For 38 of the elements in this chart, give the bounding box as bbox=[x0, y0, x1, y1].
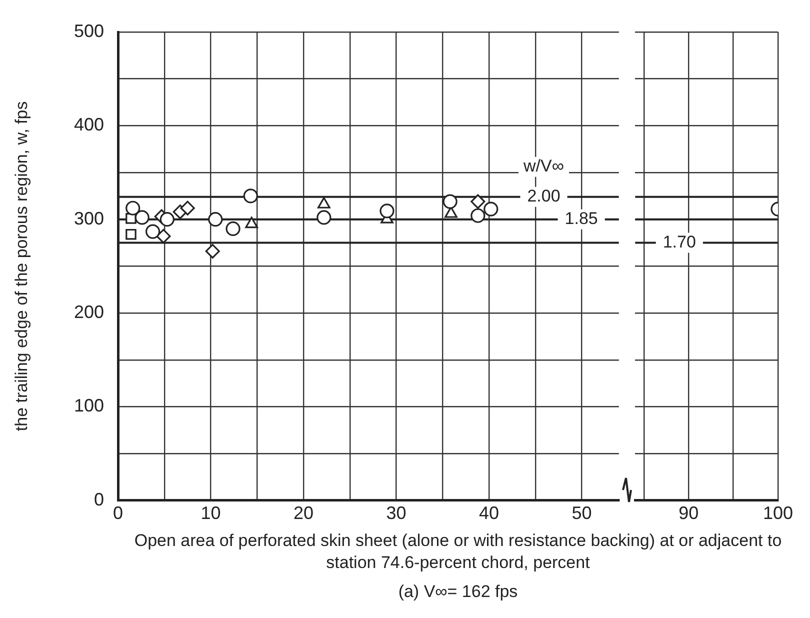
point bbox=[180, 200, 195, 216]
annotation: w/V∞ bbox=[522, 156, 564, 176]
y-tick-label: 0 bbox=[94, 489, 104, 510]
series-label: 1.70 bbox=[662, 232, 696, 252]
x-tick-label: 100 bbox=[762, 503, 794, 524]
point bbox=[316, 210, 332, 225]
y-axis-title: the trailing edge of the porous region, w, fps bbox=[12, 101, 31, 432]
series-label: 2.00 bbox=[527, 186, 560, 206]
point bbox=[226, 221, 240, 236]
point bbox=[156, 228, 171, 244]
point bbox=[126, 200, 140, 216]
y-tick-label: 100 bbox=[74, 396, 104, 416]
x-tick-label: 20 bbox=[294, 503, 314, 524]
x-axis-title: Open area of perforated skin sheet (alone or with resistance backing) at or adjacent to station 74.6-percent chord, percent bbox=[133, 530, 783, 574]
x-tick-label: 50 bbox=[572, 503, 592, 524]
x-tick-label: 30 bbox=[386, 503, 406, 524]
text: (a) V∞= 162 fps bbox=[397, 582, 519, 602]
point bbox=[470, 194, 486, 209]
y-tick-label: 300 bbox=[74, 208, 104, 228]
point bbox=[380, 204, 394, 218]
x-tick-label: 90 bbox=[678, 503, 699, 524]
point bbox=[484, 202, 498, 216]
point bbox=[160, 212, 174, 227]
y-tick-label: 500 bbox=[74, 20, 104, 41]
point bbox=[470, 208, 486, 223]
series-label: 1.85 bbox=[564, 209, 598, 228]
x-tick-label: 40 bbox=[479, 503, 500, 524]
point bbox=[205, 244, 220, 259]
point bbox=[208, 212, 223, 227]
x-tick-label: 10 bbox=[200, 503, 221, 524]
point bbox=[126, 228, 136, 240]
x-tick-label: 0 bbox=[112, 503, 124, 524]
point bbox=[134, 210, 150, 225]
y-tick-label: 200 bbox=[74, 302, 104, 322]
point bbox=[442, 194, 458, 209]
point bbox=[243, 188, 258, 204]
point bbox=[145, 224, 160, 239]
y-tick-label: 400 bbox=[74, 114, 104, 135]
